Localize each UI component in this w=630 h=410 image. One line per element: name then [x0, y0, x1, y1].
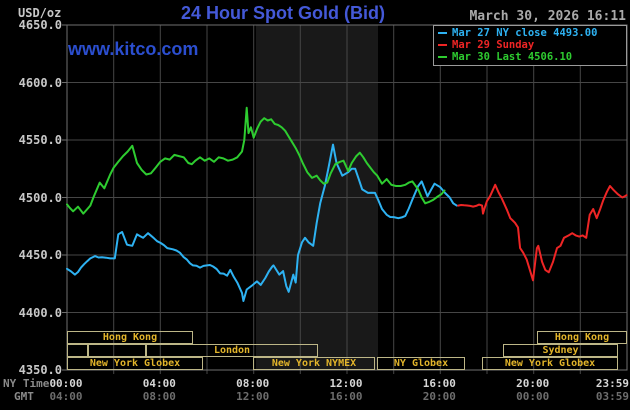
ny-time-row-label: NY Time: [3, 377, 50, 390]
x-tick-gmt: 03:59: [595, 390, 629, 403]
session-box-ny-globex: NY Globex: [377, 357, 465, 370]
x-tick-ny: 23:59: [595, 377, 629, 390]
x-tick-ny: 16:00: [422, 377, 456, 390]
x-tick-ny: 00:00: [49, 377, 83, 390]
legend-label: Mar 29 Sunday: [452, 39, 535, 51]
chart-datetime: March 30, 2026 16:11: [469, 9, 626, 24]
legend-label: Mar 30 Last 4506.10: [452, 51, 573, 63]
gmt-row-label: GMT: [14, 390, 34, 403]
session-box: [88, 344, 146, 357]
x-tick-gmt: 20:00: [422, 390, 456, 403]
y-tick-label: 4650.0: [18, 18, 62, 32]
session-box-new-york-globex: New York Globex: [482, 357, 618, 370]
session-box-sydney: Sydney: [503, 344, 618, 357]
session-box-new-york-nymex: New York NYMEX: [253, 357, 375, 370]
x-tick-gmt: 16:00: [329, 390, 363, 403]
kitco-link[interactable]: www.kitco.com: [68, 39, 199, 59]
x-tick-ny: 12:00: [329, 377, 363, 390]
y-tick-label: 4500.0: [18, 190, 62, 205]
page-title: 24 Hour Spot Gold (Bid): [181, 3, 385, 23]
x-tick-gmt: 04:00: [49, 390, 83, 403]
x-tick-ny: 08:00: [236, 377, 270, 390]
x-tick-ny: 20:00: [516, 377, 550, 390]
session-box-hong-kong: Hong Kong: [537, 331, 627, 344]
legend-entry: Mar 29 Sunday: [434, 39, 626, 51]
chart-legend: Mar 27 NY close 4493.00 Mar 29 Sunday Mar …: [433, 25, 627, 66]
y-tick-label: 4550.0: [18, 133, 62, 147]
y-tick-label: 4600.0: [18, 75, 62, 90]
x-tick-ny: 04:00: [142, 377, 176, 390]
x-tick-gmt: 00:00: [516, 390, 550, 403]
legend-dash-icon: [438, 56, 447, 58]
legend-dash-icon: [438, 32, 447, 34]
legend-entry: Mar 27 NY close 4493.00: [434, 27, 626, 39]
session-box-new-york-globex: New York Globex: [67, 357, 203, 370]
legend-dash-icon: [438, 44, 447, 46]
legend-label: Mar 27 NY close 4493.00: [452, 27, 598, 39]
y-tick-label: 4400.0: [18, 305, 62, 320]
session-box-london: London: [146, 344, 318, 357]
y-axis-unit-label: USD/oz: [18, 6, 62, 20]
x-tick-gmt: 08:00: [142, 390, 176, 403]
y-tick-label: 4450.0: [18, 248, 62, 262]
legend-entry: Mar 30 Last 4506.10: [434, 51, 626, 63]
session-box-hong-kong: Hong Kong: [67, 331, 193, 344]
y-tick-label: 4350.0: [18, 363, 62, 377]
x-tick-gmt: 12:00: [236, 390, 270, 403]
session-box: [67, 344, 88, 357]
